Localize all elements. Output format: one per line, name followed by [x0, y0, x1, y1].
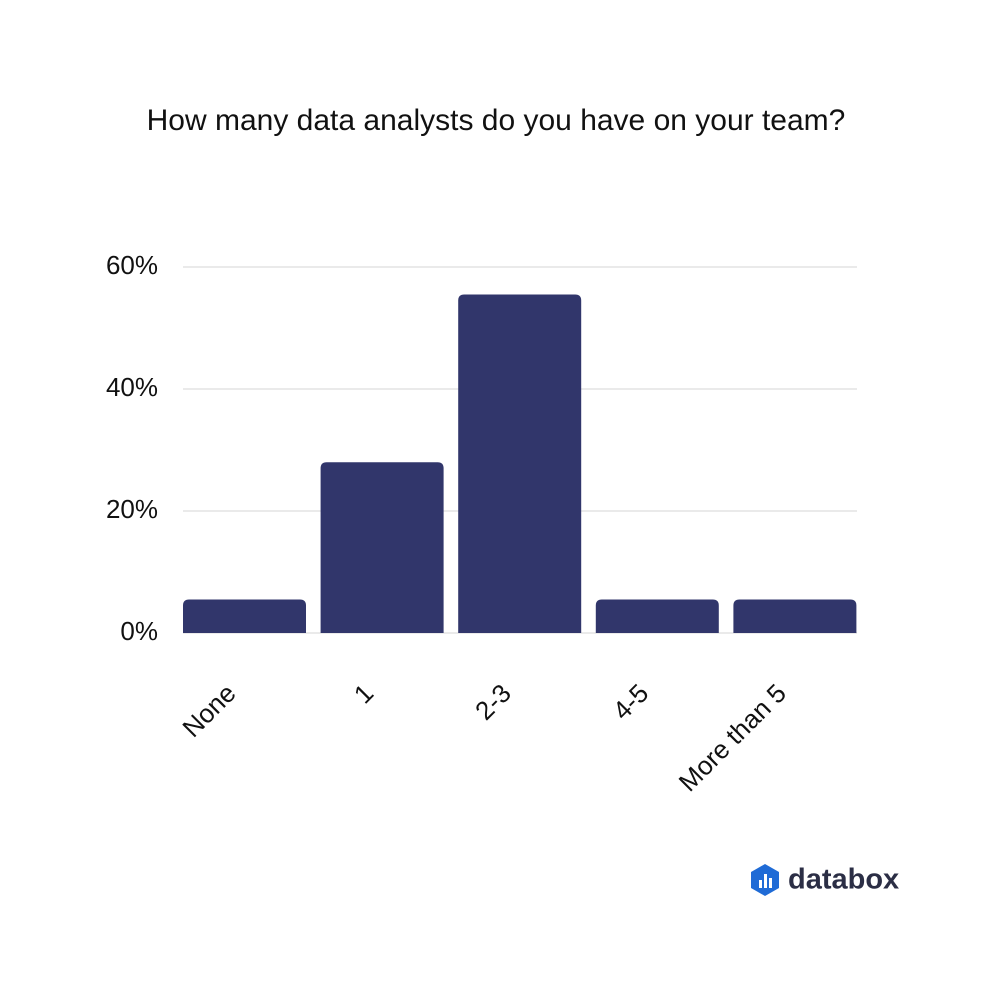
chart-title: How many data analysts do you have on yo… — [147, 104, 846, 137]
y-tick-label: 0% — [120, 616, 158, 646]
y-tick-label: 60% — [106, 250, 158, 280]
logo-icon-bar — [759, 880, 762, 888]
bar — [320, 462, 444, 633]
y-tick-label: 40% — [106, 372, 158, 402]
bar — [733, 599, 857, 633]
logo-icon-bar — [769, 878, 772, 888]
bar — [458, 294, 582, 633]
logo-text: databox — [788, 864, 899, 896]
logo: databox — [751, 864, 899, 896]
logo-icon-bar — [764, 874, 767, 888]
bar — [595, 599, 719, 633]
y-tick-label: 20% — [106, 494, 158, 524]
bar — [183, 599, 306, 633]
